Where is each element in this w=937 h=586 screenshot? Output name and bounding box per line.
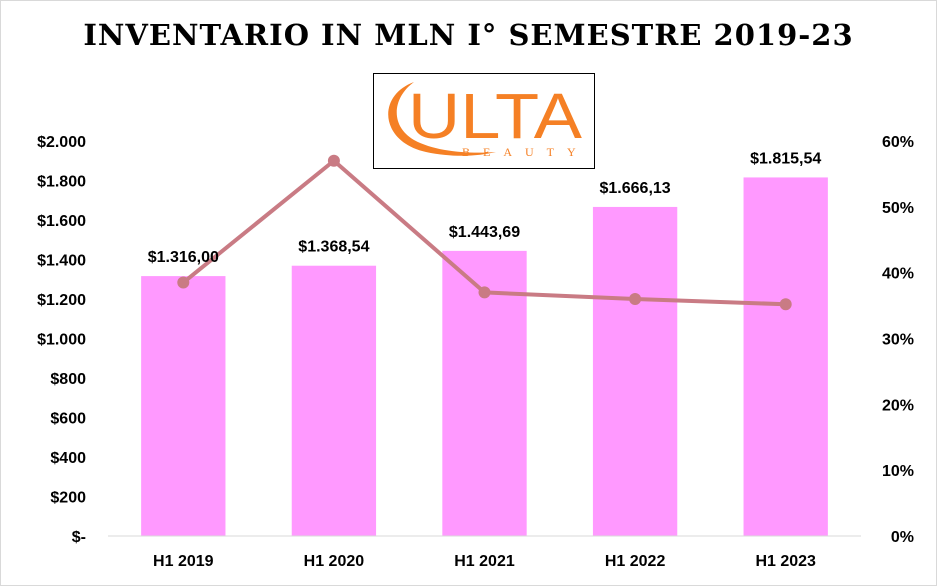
bars-layer: [141, 177, 828, 537]
left-axis-ticks: $- $200 $400 $600 $800 $1.000 $1.200 $1.400 $1.6…: [37, 134, 86, 546]
chart-title: INVENTARIO IN MLN I° SEMESTRE 2019-23: [83, 18, 854, 52]
right-tick-label: 30%: [882, 332, 914, 349]
line-point-h1-2022: [629, 293, 642, 305]
left-tick-label: $1.000: [37, 332, 86, 349]
bar-data-label: $1.316,00: [148, 249, 219, 266]
right-tick-label: 0%: [891, 529, 914, 546]
line-point-h1-2019: [177, 276, 190, 289]
left-tick-label: $1.800: [37, 174, 86, 191]
right-tick-label: 10%: [882, 463, 914, 480]
left-tick-label: $600: [50, 411, 86, 428]
ulta-logo: ULTA BEAUTY: [373, 73, 595, 169]
left-tick-label: $-: [72, 529, 86, 546]
left-tick-label: $400: [50, 450, 86, 467]
right-tick-label: 60%: [882, 134, 914, 151]
bar-h1-2023: [743, 177, 828, 536]
line-point-h1-2023: [779, 298, 792, 311]
logo-subtext: BEAUTY: [462, 145, 589, 159]
line-point-h1-2020: [327, 154, 340, 167]
bar-h1-2019: [141, 276, 226, 536]
bar-h1-2022: [592, 206, 678, 536]
right-tick-label: 50%: [882, 200, 914, 217]
logo-wordmark: ULTA: [408, 80, 582, 152]
left-tick-label: $2.000: [37, 134, 86, 151]
bar-data-label: $1.443,69: [449, 224, 520, 241]
bar-data-label: $1.368,54: [298, 239, 369, 256]
x-tick-label: H1 2021: [454, 553, 515, 570]
x-tick-label: H1 2023: [755, 553, 816, 570]
left-tick-label: $800: [50, 371, 86, 388]
line-point-h1-2021: [478, 286, 491, 299]
left-tick-label: $1.600: [37, 213, 86, 230]
bar-data-label: $1.666,13: [600, 180, 671, 197]
left-tick-label: $1.400: [37, 253, 86, 270]
data-labels-layer: $1.316,00 $1.368,54 $1.443,69 $1.666,13 $1.8…: [148, 150, 822, 266]
right-axis-ticks: 0% 10% 20% 30% 40% 50% 60%: [882, 134, 914, 546]
left-tick-label: $1.200: [37, 292, 86, 309]
bar-h1-2020: [291, 265, 377, 536]
left-tick-label: $200: [50, 490, 86, 507]
x-tick-label: H1 2020: [304, 553, 365, 570]
bar-data-label: $1.815,54: [750, 150, 821, 167]
line-series-layer: [177, 154, 792, 311]
x-tick-label: H1 2019: [153, 553, 214, 570]
right-tick-label: 20%: [882, 397, 914, 414]
x-tick-label: H1 2022: [605, 553, 666, 570]
x-axis-ticks: H1 2019 H1 2020 H1 2021 H1 2022 H1 2023: [153, 553, 816, 570]
right-tick-label: 40%: [882, 266, 914, 283]
